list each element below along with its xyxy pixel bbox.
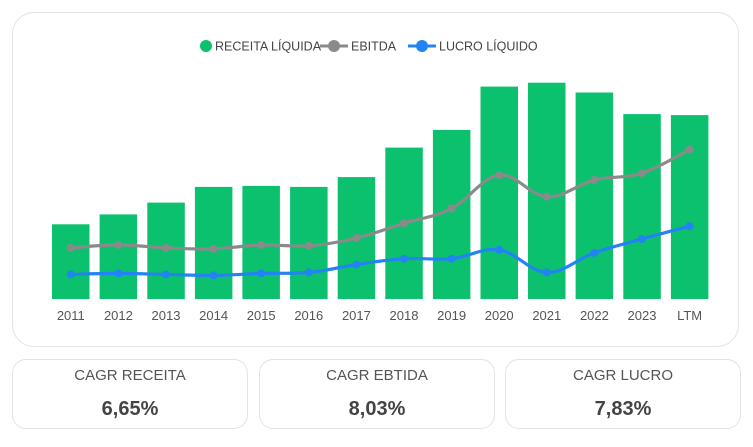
point-lucro-l-quido-2017 [352,260,361,269]
point-lucro-l-quido-ltm [685,222,694,231]
bar-2012 [99,214,138,299]
point-ebitda-2019 [447,204,456,213]
chart-legend: RECEITA LÍQUIDA EBITDA LUCRO LÍQUIDO [200,39,538,54]
point-lucro-l-quido-2011 [66,270,75,279]
x-axis-ticks: 2011 2012 2013 2014 2015 2016 2017 2018 2019 2020… [57,308,702,323]
bar-2014 [194,186,233,299]
x-tick-label: 2011 [57,308,85,323]
legend-item-ebitda[interactable]: EBITDA [320,40,397,54]
kpi-value: 7,83% [594,398,652,420]
kpi-value: 8,03% [348,398,406,420]
bars-series-receita [52,82,709,299]
kpi-value: 6,65% [101,398,159,420]
x-tick-label: 2014 [199,308,228,323]
kpi-title: CAGR RECEITA [74,367,186,384]
point-ebitda-2017 [352,234,361,242]
kpi-card-cagr-receita: CAGR RECEITA 6,65% [12,359,248,429]
x-tick-label: 2016 [294,308,323,323]
bar-2023 [623,114,661,299]
point-ebitda-2023 [638,169,646,178]
kpi-title: CAGR LUCRO [572,367,673,384]
bar-2022 [575,92,614,299]
x-tick-label: 2020 [485,308,514,323]
point-lucro-l-quido-2022 [590,248,599,257]
legend-label: RECEITA LÍQUIDA [215,39,322,54]
x-tick-label: 2012 [104,308,133,323]
x-tick-label: 2015 [247,308,276,323]
x-tick-label: 2019 [437,308,466,323]
kpi-card-cagr-lucro: CAGR LUCRO 7,83% [505,359,741,429]
point-lucro-l-quido-2012 [114,269,123,278]
point-ebitda-2018 [400,219,408,228]
legend-label: EBITDA [351,40,397,54]
point-ebitda-2022 [590,176,599,184]
point-lucro-l-quido-2016 [304,268,313,277]
kpi-title: CAGR EBTIDA [326,367,428,384]
kpi-card-cagr-ebitda: CAGR EBTIDA 8,03% [259,359,495,429]
bar-2011 [52,224,90,299]
point-ebitda-ltm [685,145,694,154]
point-lucro-l-quido-2023 [638,235,646,243]
point-lucro-l-quido-2019 [447,254,456,263]
point-ebitda-2013 [162,243,170,252]
bar-2020 [480,86,518,299]
point-ebitda-2014 [209,244,218,253]
point-lucro-l-quido-2021 [542,268,551,277]
point-lucro-l-quido-2020 [495,245,504,254]
x-tick-label: 2023 [628,308,657,323]
point-lucro-l-quido-2013 [162,270,170,279]
point-ebitda-2012 [114,240,123,249]
point-ebitda-2011 [66,243,75,252]
x-tick-label: LTM [677,308,702,323]
x-tick-label: 2017 [342,308,371,323]
point-ebitda-2016 [304,241,313,250]
point-ebitda-2020 [495,171,504,180]
x-tick-label: 2021 [532,308,561,323]
point-ebitda-2015 [257,240,266,249]
legend-item-receita-l-quida[interactable]: RECEITA LÍQUIDA [200,39,322,54]
x-tick-label: 2018 [390,308,419,323]
point-lucro-l-quido-2015 [257,269,266,278]
line-series-group [66,145,694,280]
bar-ltm [670,115,709,299]
point-ebitda-2021 [542,192,551,201]
x-tick-label: 2022 [580,308,609,323]
line-ebitda [69,147,692,251]
line-lucro-l-quido [69,224,692,278]
x-tick-label: 2013 [152,308,181,323]
combo-chart: RECEITA LÍQUIDA EBITDA LUCRO LÍQUIDO 2011 2… [52,39,709,323]
point-lucro-l-quido-2014 [209,271,218,280]
point-lucro-l-quido-2018 [400,254,408,263]
legend-item-lucro-l-quido[interactable]: LUCRO LÍQUIDO [408,39,538,54]
legend-label: LUCRO LÍQUIDO [439,39,538,54]
